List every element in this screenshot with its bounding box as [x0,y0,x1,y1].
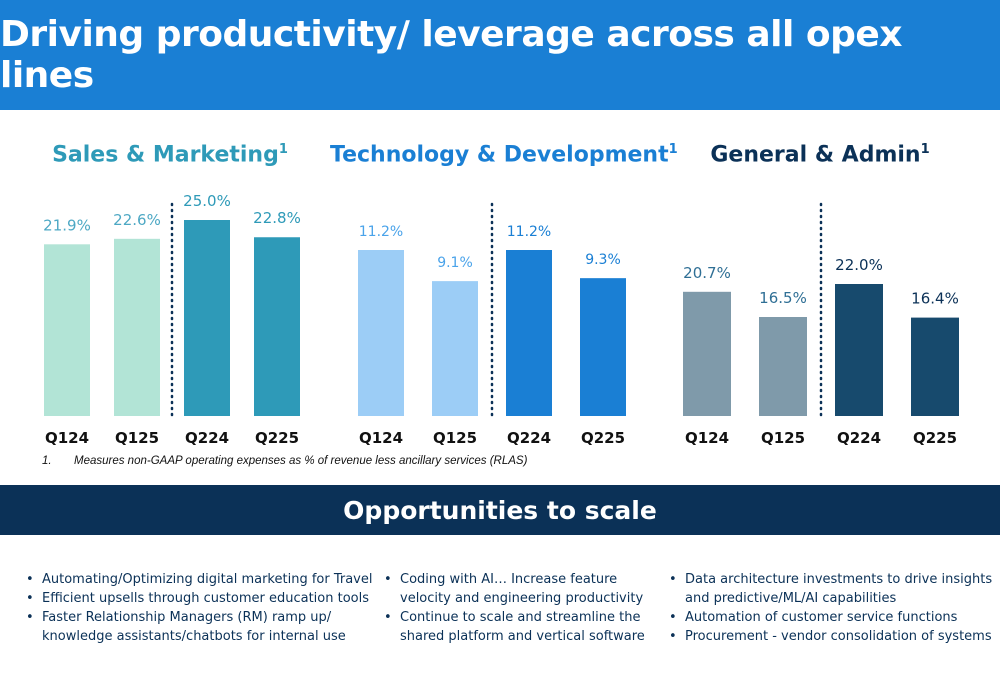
bar [358,250,404,416]
tick-label: Q125 [761,429,805,447]
chart-title-text: Technology & Development [330,142,669,168]
data-label: 11.2% [507,224,551,240]
footnote: 1. Measures non-GAAP operating expenses a… [42,455,527,467]
bar [432,281,478,416]
tick-label: Q225 [913,429,957,447]
chart-title: Technology & Development1 [330,142,678,167]
tick-label: Q225 [255,429,299,447]
bar [184,220,230,416]
list-item: Faster Relationship Managers (RM) ramp u… [22,608,377,646]
data-label: 22.0% [835,256,883,274]
sales-marketing-chart: Sales & Marketing1 21.9% Q124 22.6% Q125 25.… [20,130,320,450]
footnote-text: Measures non-GAAP operating expenses as … [74,455,528,467]
footnote-ref: 1 [920,142,930,157]
footnote-ref: 1 [278,142,288,157]
bar [911,317,959,416]
list-item: Procurement - vendor consolidation of sy… [665,627,995,646]
data-label: 21.9% [43,216,91,234]
tick-label: Q224 [185,429,229,447]
bar [506,250,552,416]
tick-label: Q224 [507,429,551,447]
list-item: Efficient upsells through customer educa… [22,589,377,608]
tick-label: Q224 [837,429,881,447]
chart-title: General & Admin1 [665,142,975,167]
tick-label: Q124 [685,429,729,447]
chart-title-text: General & Admin [710,142,921,168]
data-label: 11.2% [359,224,403,240]
bar [683,291,731,416]
tick-label: Q225 [581,429,625,447]
bar [580,278,626,416]
data-label: 25.0% [183,192,231,210]
page-title: Driving productivity/ leverage across al… [0,14,902,96]
list-item: Automation of customer service functions [665,608,995,627]
bullet-list-technology: Coding with AI… Increase feature velocit… [380,570,650,646]
data-label: 16.5% [759,289,807,307]
bar [44,244,90,416]
technology-development-chart: Technology & Development1 11.2% Q124 9.1% Q… [330,130,678,450]
bar [835,284,883,416]
list-item: Continue to scale and streamline the sha… [380,608,650,646]
chart-title: Sales & Marketing1 [20,142,320,167]
bar [254,237,300,416]
sales-marketing-plot: 21.9% Q124 22.6% Q125 25.0% Q224 22.8% Q225 [43,192,301,447]
data-label: 9.1% [437,255,473,271]
data-label: 22.6% [113,211,161,229]
chart-title-text: Sales & Marketing [52,142,279,168]
data-label: 16.4% [911,290,959,308]
bar [114,238,160,416]
bullet-list-admin: Data architecture investments to drive i… [665,570,995,646]
footnote-ref: 1 [668,142,678,157]
bar [759,317,807,416]
section-banner: Opportunities to scale [0,485,1000,535]
technology-development-plot: 11.2% Q124 9.1% Q125 11.2% Q224 9.3% Q225 [358,202,626,447]
section-title: Opportunities to scale [343,495,657,525]
list-item: Data architecture investments to drive i… [665,570,995,608]
tick-label: Q125 [433,429,477,447]
data-label: 20.7% [683,264,731,282]
data-label: 22.8% [253,209,301,227]
tick-label: Q124 [359,429,403,447]
footnote-number: 1. [42,455,52,467]
general-admin-plot: 20.7% Q124 16.5% Q125 22.0% Q224 16.4% Q225 [683,202,959,447]
data-label: 9.3% [585,252,621,268]
general-admin-chart: General & Admin1 20.7% Q124 16.5% Q125 22.0%… [665,130,975,450]
tick-label: Q124 [45,429,89,447]
list-item: Coding with AI… Increase feature velocit… [380,570,650,608]
title-banner: Driving productivity/ leverage across al… [0,0,1000,110]
tick-label: Q125 [115,429,159,447]
list-item: Automating/Optimizing digital marketing … [22,570,377,589]
bullet-list-marketing: Automating/Optimizing digital marketing … [22,570,377,646]
